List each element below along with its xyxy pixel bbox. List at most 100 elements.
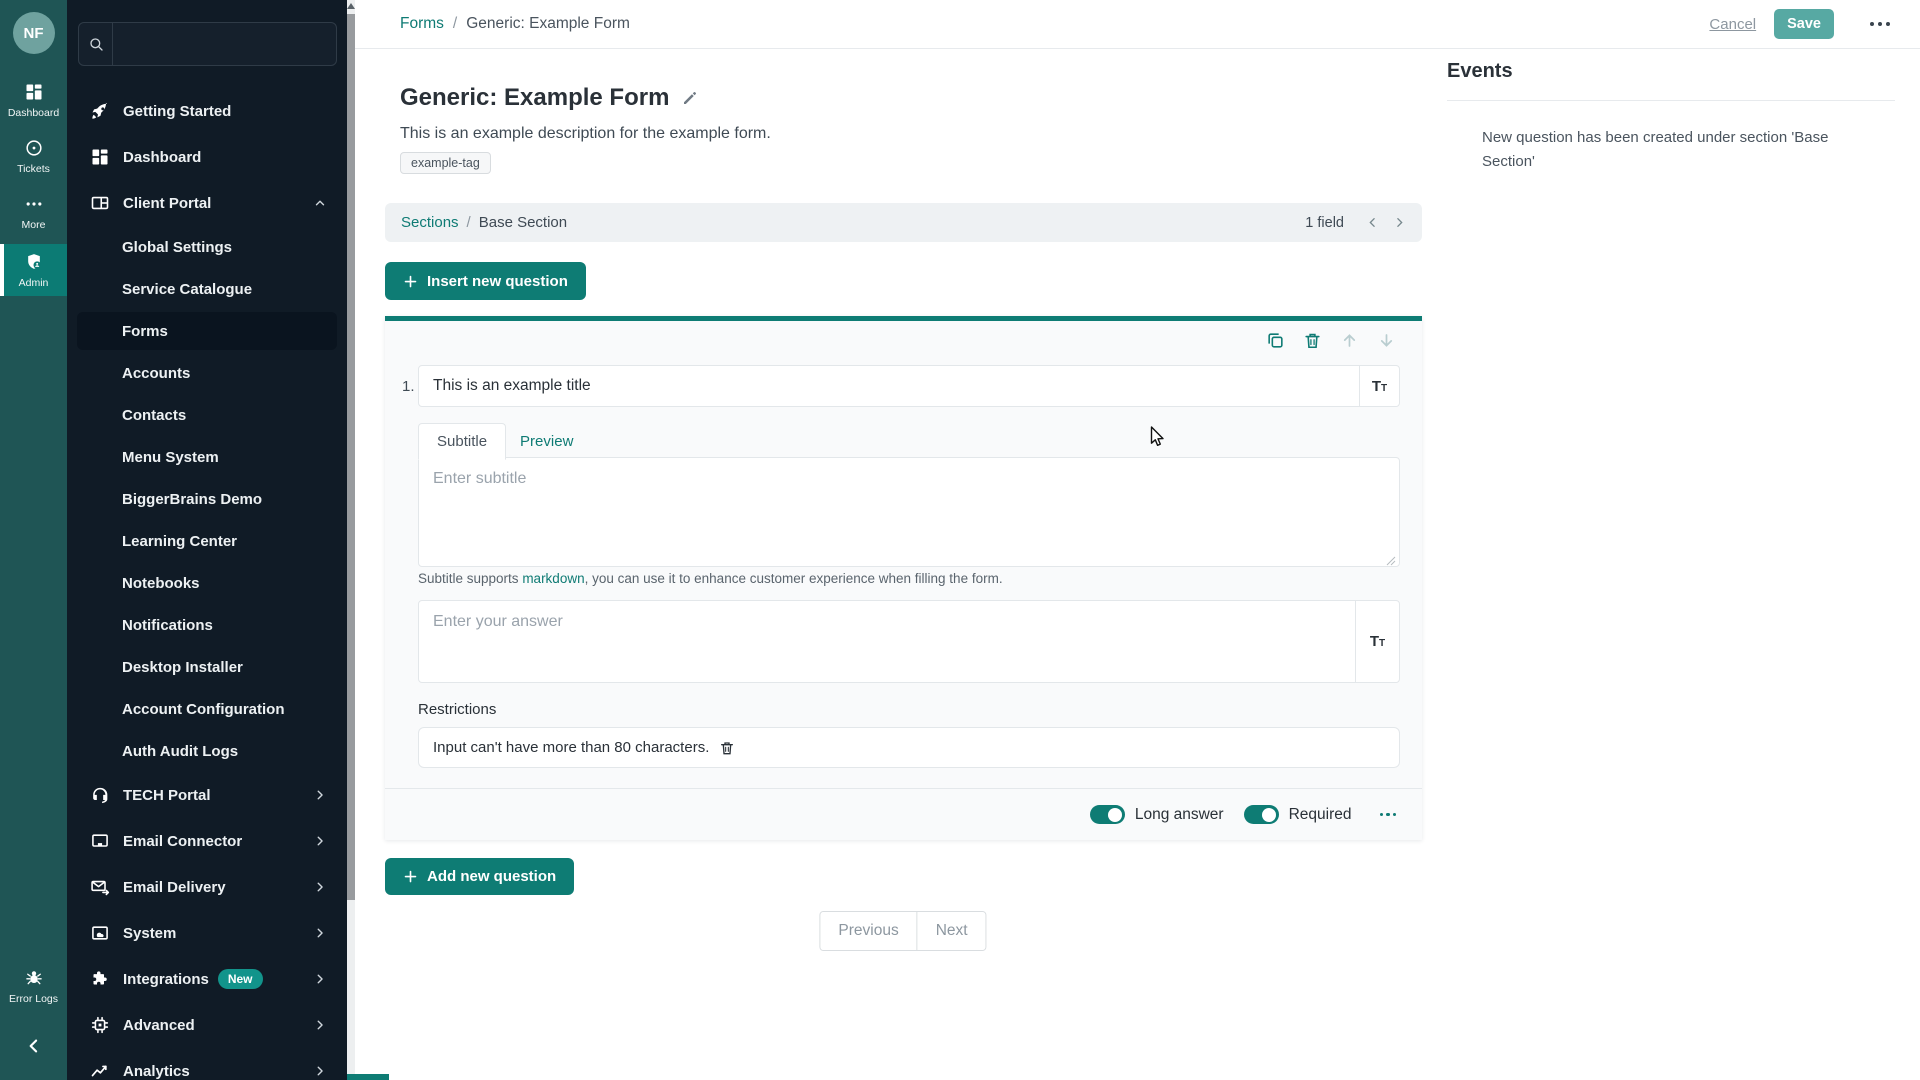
plus-icon — [403, 274, 418, 289]
rail-item-label: Dashboard — [7, 106, 60, 119]
prev-section-chevron-icon[interactable] — [1366, 216, 1379, 229]
question-card: 1. Subtitle Preview Subtitle supports ma… — [385, 316, 1422, 840]
sidebar-item-email-delivery[interactable]: Email Delivery — [67, 864, 347, 910]
headset-icon — [90, 785, 110, 805]
search-box[interactable] — [78, 22, 337, 66]
resize-handle-icon[interactable] — [1386, 553, 1396, 566]
sidebar-item-client-portal[interactable]: Client Portal — [67, 180, 347, 226]
sidebar-item-notifications[interactable]: Notifications — [67, 604, 347, 646]
move-up-icon[interactable] — [1340, 331, 1359, 350]
subtitle-textarea[interactable] — [419, 458, 1399, 566]
form-description: This is an example description for the e… — [400, 125, 771, 142]
avatar[interactable]: NF — [12, 12, 55, 54]
sidebar-item-analytics[interactable]: Analytics — [67, 1048, 347, 1080]
sidebar-item-label: Global Settings — [122, 238, 233, 256]
bug-icon — [24, 968, 44, 988]
sidebar-item-system[interactable]: System — [67, 910, 347, 956]
sidebar-item-advanced[interactable]: Advanced — [67, 1002, 347, 1048]
sidebar-item-service-catalogue[interactable]: Service Catalogue — [67, 268, 347, 310]
markdown-link[interactable]: markdown — [522, 571, 585, 586]
more-options-icon[interactable] — [1870, 22, 1890, 26]
cancel-button[interactable]: Cancel — [1709, 15, 1757, 33]
answer-textarea[interactable] — [419, 601, 1355, 682]
add-new-question-button[interactable]: Add new question — [385, 858, 575, 895]
question-more-options-icon[interactable] — [1379, 812, 1396, 817]
rail-item-error-logs[interactable]: Error Logs — [0, 962, 67, 1010]
answer-field-group — [418, 600, 1400, 683]
rail-nav: Dashboard Tickets More Admin — [0, 68, 67, 296]
sidebar-item-label: Desktop Installer — [122, 658, 243, 676]
sidebar-item-tech-portal[interactable]: TECH Portal — [67, 772, 347, 818]
new-badge: New — [217, 969, 263, 989]
answer-text-format-button[interactable] — [1355, 601, 1399, 682]
chip-icon — [90, 1015, 110, 1035]
tab-preview[interactable]: Preview — [520, 433, 574, 450]
scrollbar-up-arrow[interactable] — [347, 3, 355, 9]
sidebar-item-desktop-installer[interactable]: Desktop Installer — [67, 646, 347, 688]
sidebar-item-menu-system[interactable]: Menu System — [67, 436, 347, 478]
chevron-right-icon — [313, 1018, 327, 1032]
move-down-icon[interactable] — [1377, 331, 1396, 350]
sections-bar: Sections / Base Section 1 field — [385, 203, 1422, 242]
next-section-chevron-icon[interactable] — [1393, 216, 1406, 229]
sections-link[interactable]: Sections — [401, 214, 459, 231]
grid-icon — [24, 82, 44, 102]
required-toggle[interactable] — [1243, 805, 1279, 824]
vertical-scrollbar[interactable] — [347, 0, 355, 1080]
plus-icon — [403, 869, 418, 884]
previous-button[interactable]: Previous — [820, 912, 918, 950]
duplicate-question-icon[interactable] — [1266, 331, 1285, 350]
form-tag: example-tag — [400, 152, 491, 174]
breadcrumb-separator: / — [452, 15, 458, 32]
current-section: Base Section — [478, 214, 568, 231]
sidebar-item-label: System — [123, 924, 177, 942]
sidebar-nav: Getting Started Dashboard Client Portal Glo… — [67, 66, 347, 1080]
field-count: 1 field — [1305, 214, 1344, 231]
edit-pencil-icon[interactable] — [681, 89, 699, 107]
long-answer-toggle[interactable] — [1089, 805, 1125, 824]
text-format-button[interactable] — [1359, 366, 1399, 406]
tab-subtitle[interactable]: Subtitle — [418, 423, 507, 460]
question-title-input[interactable] — [419, 366, 1359, 406]
scrollbar-thumb[interactable] — [347, 14, 355, 900]
collapse-sidebar-icon[interactable] — [24, 1036, 44, 1056]
rail-item-more[interactable]: More — [0, 188, 67, 236]
text-format-icon — [1372, 378, 1387, 395]
breadcrumb-forms-link[interactable]: Forms — [400, 15, 444, 32]
ellipsis-icon — [24, 194, 44, 214]
sidebar-item-auth-audit-logs[interactable]: Auth Audit Logs — [67, 730, 347, 772]
sidebar-item-label: Auth Audit Logs — [122, 742, 239, 760]
sidebar-item-label: Client Portal — [123, 194, 212, 212]
save-button[interactable]: Save — [1774, 9, 1834, 39]
search-input[interactable] — [113, 23, 336, 65]
sidebar-item-email-connector[interactable]: Email Connector — [67, 818, 347, 864]
sidebar-item-notebooks[interactable]: Notebooks — [67, 562, 347, 604]
sidebar-item-label: Menu System — [122, 448, 219, 466]
next-button[interactable]: Next — [917, 912, 986, 950]
chevron-up-icon — [313, 196, 327, 210]
sidebar-item-label: Email Connector — [123, 832, 243, 850]
puzzle-icon — [90, 969, 110, 989]
question-number: 1. — [402, 377, 415, 395]
sidebar-item-forms[interactable]: Forms — [77, 312, 337, 350]
sidebar-item-accounts[interactable]: Accounts — [67, 352, 347, 394]
events-title: Events — [1447, 60, 1513, 82]
sidebar-item-label: Analytics — [123, 1062, 190, 1080]
rail-item-tickets[interactable]: Tickets — [0, 132, 67, 180]
sidebar-item-integrations[interactable]: Integrations New — [67, 956, 347, 1002]
sidebar-item-getting-started[interactable]: Getting Started — [67, 88, 347, 134]
delete-question-icon[interactable] — [1303, 331, 1322, 350]
sidebar-item-dashboard[interactable]: Dashboard — [67, 134, 347, 180]
sidebar-item-label: BiggerBrains Demo — [122, 490, 263, 508]
insert-new-question-button[interactable]: Insert new question — [385, 262, 586, 300]
text-format-icon — [1370, 633, 1385, 650]
rail-item-admin[interactable]: Admin — [0, 244, 67, 296]
rail-item-dashboard[interactable]: Dashboard — [0, 76, 67, 124]
sidebar-item-account-configuration[interactable]: Account Configuration — [67, 688, 347, 730]
breadcrumb: Forms / Generic: Example Form — [400, 15, 630, 33]
sidebar-item-biggerbrains-demo[interactable]: BiggerBrains Demo — [67, 478, 347, 520]
sidebar-item-learning-center[interactable]: Learning Center — [67, 520, 347, 562]
sidebar-item-contacts[interactable]: Contacts — [67, 394, 347, 436]
sidebar-item-global-settings[interactable]: Global Settings — [67, 226, 347, 268]
delete-restriction-icon[interactable] — [719, 740, 735, 756]
